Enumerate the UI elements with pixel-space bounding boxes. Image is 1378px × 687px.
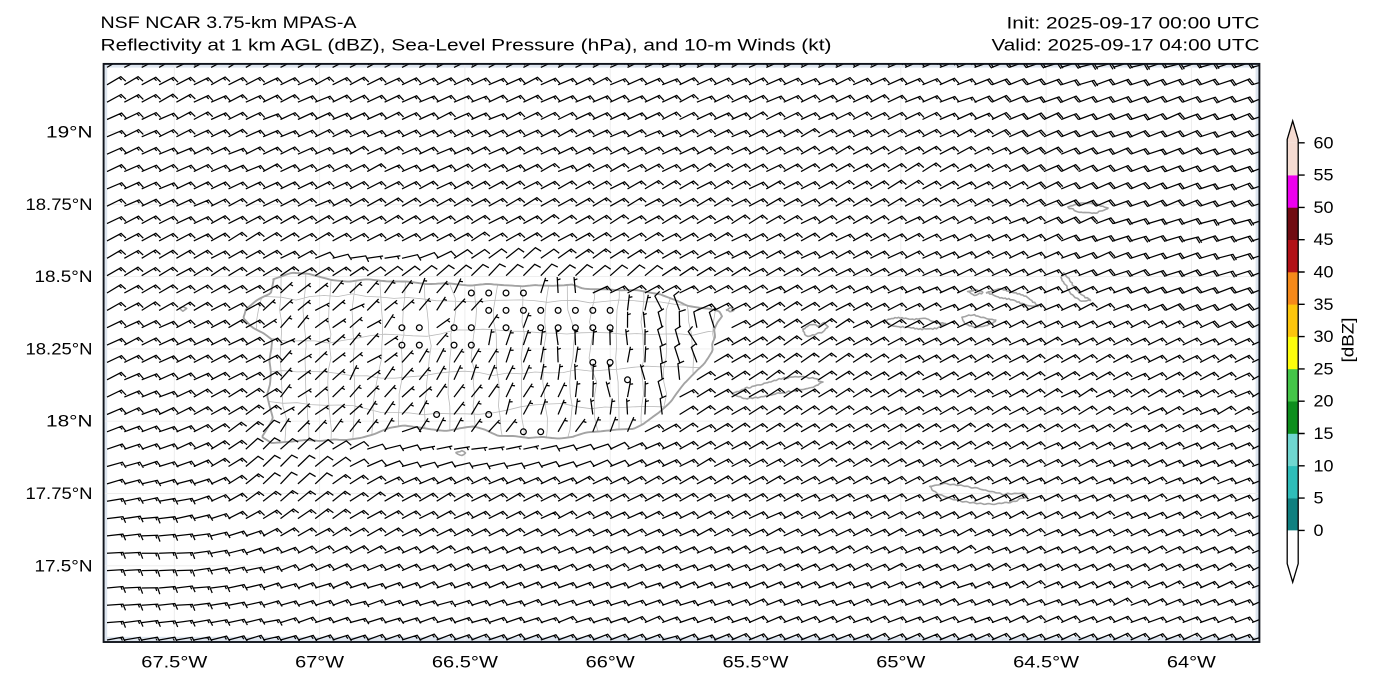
svg-text:NSF NCAR 3.75-km MPAS-A: NSF NCAR 3.75-km MPAS-A [101,13,358,32]
svg-text:Valid: 2025-09-17 04:00 UTC: Valid: 2025-09-17 04:00 UTC [992,36,1260,55]
svg-text:50: 50 [1314,198,1334,217]
svg-text:18.75°N: 18.75°N [26,195,93,214]
svg-text:45: 45 [1314,230,1334,249]
svg-text:25: 25 [1314,359,1334,378]
svg-text:Reflectivity at 1 km AGL (dBZ): Reflectivity at 1 km AGL (dBZ), Sea-Leve… [101,36,832,55]
svg-text:Init: 2025-09-17 00:00 UTC: Init: 2025-09-17 00:00 UTC [1007,13,1260,32]
svg-text:64°W: 64°W [1167,652,1216,671]
svg-text:30: 30 [1314,327,1334,346]
svg-text:20: 20 [1314,392,1334,411]
svg-text:67°W: 67°W [295,652,344,671]
svg-text:60: 60 [1314,133,1334,152]
svg-text:65.5°W: 65.5°W [723,652,789,671]
svg-text:[dBZ]: [dBZ] [1339,318,1358,363]
svg-text:64.5°W: 64.5°W [1013,652,1079,671]
svg-text:66.5°W: 66.5°W [432,652,498,671]
svg-text:40: 40 [1314,263,1334,282]
svg-text:18.25°N: 18.25°N [26,339,93,358]
svg-text:66°W: 66°W [586,652,635,671]
svg-text:18.5°N: 18.5°N [35,267,93,286]
svg-text:67.5°W: 67.5°W [141,652,207,671]
svg-text:18°N: 18°N [46,412,93,431]
svg-text:35: 35 [1314,295,1334,314]
svg-text:17.5°N: 17.5°N [35,556,93,575]
svg-text:15: 15 [1314,424,1334,443]
svg-text:55: 55 [1314,166,1334,185]
svg-text:19°N: 19°N [46,123,93,142]
svg-text:0: 0 [1314,521,1324,540]
svg-text:5: 5 [1314,489,1324,508]
svg-text:17.75°N: 17.75°N [26,484,93,503]
svg-text:65°W: 65°W [876,652,925,671]
svg-text:10: 10 [1314,456,1334,475]
